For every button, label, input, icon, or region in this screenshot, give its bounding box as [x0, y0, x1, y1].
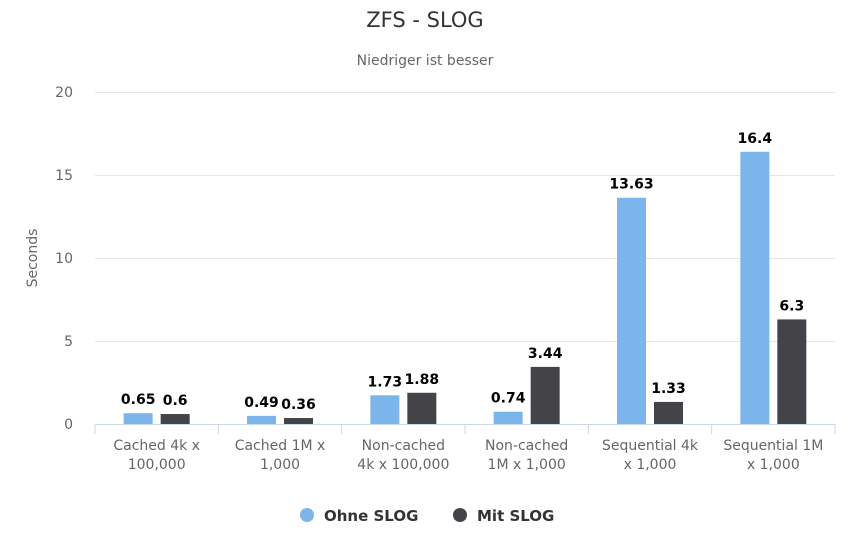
data-label: 13.63 [609, 177, 653, 193]
data-label: 0.74 [491, 391, 526, 407]
y-tick-label: 20 [55, 85, 73, 101]
data-label: 0.49 [244, 395, 279, 411]
y-tick-label: 0 [64, 417, 73, 433]
bar[interactable] [493, 411, 523, 424]
legend-marker [300, 508, 314, 522]
x-tick-label: x 1,000 [624, 457, 677, 473]
bar[interactable] [123, 413, 153, 424]
bar[interactable] [654, 401, 683, 424]
bar[interactable] [284, 418, 313, 424]
bar[interactable] [617, 197, 646, 424]
x-tick-label: Non-cached [362, 438, 445, 454]
x-tick-label: Cached 1M x [235, 438, 326, 454]
bar[interactable] [160, 414, 190, 424]
bar[interactable] [530, 366, 560, 424]
x-tick-label: 1,000 [260, 457, 300, 473]
bar[interactable] [247, 415, 276, 424]
data-label: 1.73 [368, 374, 403, 390]
y-tick-label: 10 [55, 251, 73, 267]
x-tick-label: 100,000 [128, 457, 186, 473]
bar[interactable] [370, 395, 400, 424]
x-tick-label: 1M x 1,000 [488, 457, 566, 473]
legend-item[interactable]: Mit SLOG [453, 507, 554, 525]
legend-label: Mit SLOG [477, 507, 554, 525]
data-label: 1.88 [405, 372, 440, 388]
bar[interactable] [777, 319, 807, 424]
bar[interactable] [407, 392, 437, 424]
data-label: 16.4 [738, 131, 773, 147]
y-axis-label: Seconds [25, 229, 41, 288]
data-label: 0.65 [121, 392, 156, 408]
data-label: 0.6 [163, 393, 188, 409]
y-tick-label: 5 [64, 334, 73, 350]
x-tick-label: 4k x 100,000 [357, 457, 449, 473]
x-tick-label: Sequential 1M [723, 438, 823, 454]
data-label: 0.36 [281, 397, 316, 413]
x-tick-label: Sequential 4k [602, 438, 699, 454]
data-label: 3.44 [528, 346, 563, 362]
x-tick-label: Cached 4k x [113, 438, 200, 454]
legend-label: Ohne SLOG [324, 507, 418, 525]
legend-marker [453, 508, 467, 522]
x-tick-label: Non-cached [485, 438, 568, 454]
chart-subtitle: Niedriger ist besser [357, 53, 494, 69]
chart-title: ZFS - SLOG [366, 8, 483, 32]
data-label: 1.33 [651, 381, 686, 397]
legend-item[interactable]: Ohne SLOG [300, 507, 418, 525]
y-tick-label: 15 [55, 168, 73, 184]
data-label: 6.3 [779, 298, 804, 314]
bar[interactable] [740, 151, 770, 424]
x-tick-label: x 1,000 [747, 457, 800, 473]
